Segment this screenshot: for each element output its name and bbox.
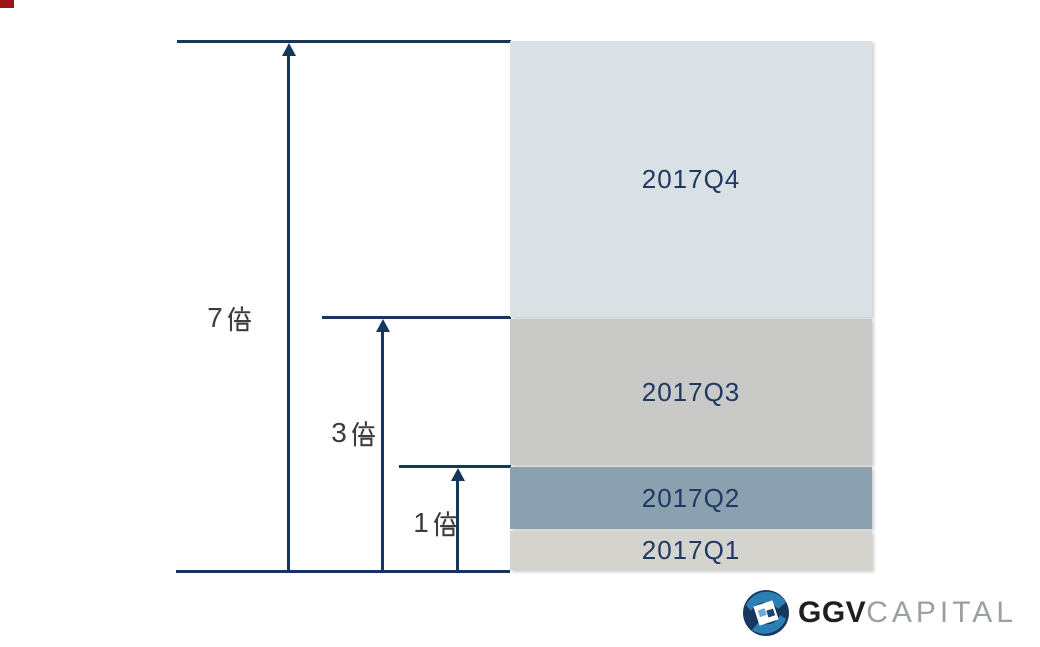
seven-x-arrow-head-icon: [281, 43, 296, 56]
stacked-bar: 2017Q4 2017Q3 2017Q2 2017Q1: [510, 41, 872, 572]
one-x-arrow-stem: [456, 477, 459, 572]
three-x-reference-line: [322, 316, 511, 319]
logo-text-ggv: GGV: [798, 596, 867, 629]
bei-character-icon: [351, 421, 375, 447]
three-x-arrow-stem: [381, 328, 384, 572]
three-x-label: 3: [321, 416, 385, 450]
bar-segment-label: 2017Q2: [641, 482, 741, 513]
baseline: [176, 570, 510, 573]
bei-character-icon: [433, 511, 457, 537]
bar-segment-label: 2017Q3: [641, 376, 741, 407]
bar-segment-2017q2: 2017Q2: [510, 467, 872, 529]
one-x-reference-line: [399, 465, 511, 468]
bar-segment-2017q4: 2017Q4: [510, 41, 872, 317]
bei-character-icon: [227, 306, 251, 332]
ggv-logo: GGVCAPITAL: [742, 589, 1017, 637]
one-x-arrow-head-icon: [450, 468, 465, 481]
ggv-globe-icon: [743, 590, 789, 636]
bar-segment-label: 2017Q1: [641, 535, 741, 565]
corner-marker: [0, 0, 14, 8]
multiple-number: 7: [207, 302, 223, 333]
multiple-number: 1: [413, 507, 429, 538]
seven-x-label: 7: [197, 301, 261, 335]
bar-segment-2017q3: 2017Q3: [510, 319, 872, 465]
one-x-label: 1: [403, 506, 467, 540]
logo-text-capital: CAPITAL: [866, 596, 1017, 629]
multiple-number: 3: [331, 417, 347, 448]
three-x-arrow-head-icon: [375, 319, 390, 332]
seven-x-reference-line: [177, 40, 511, 43]
bar-segment-2017q1: 2017Q1: [510, 531, 872, 570]
seven-x-arrow-stem: [287, 52, 290, 572]
bar-segment-label: 2017Q4: [641, 163, 741, 194]
